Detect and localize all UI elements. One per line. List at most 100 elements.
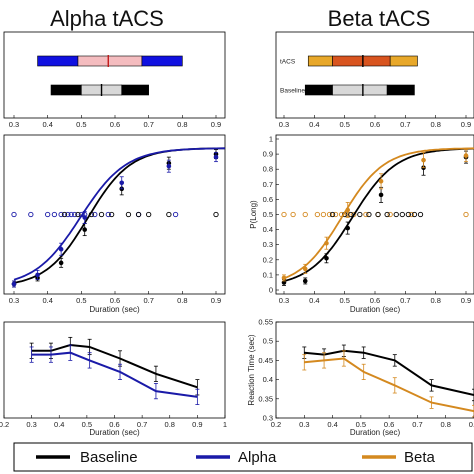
beta-plong-threshold-dot-baseline (329, 211, 336, 218)
alpha-rt-xtick-label: 1 (223, 420, 227, 429)
legend-label-beta: Beta (404, 449, 436, 466)
beta-plong-data-point-beta (421, 157, 426, 163)
alpha-plong-xtick-label: 0.8 (177, 296, 187, 305)
beta-rt-line-baseline (304, 349, 474, 396)
beta-plong-data-point-beta (324, 240, 329, 246)
beta-rt-xtick-label: 0.9 (469, 420, 474, 429)
alpha-plong-data-point-alpha (166, 163, 172, 169)
beta-plong-ylabel: P(Long) (249, 200, 258, 229)
beta-box-xtick-label: 0.6 (370, 120, 380, 129)
beta-box-axes-frame (275, 31, 474, 119)
alpha-box-panel: 0.3 0.4 0.5 0.6 0.7 0.8 0.9 (3, 31, 226, 129)
beta-plong-ytick-label: 0.4 (263, 225, 273, 234)
beta-box-box-left-segment (307, 55, 333, 67)
alpha-box-xtick-label: 0.3 (9, 120, 19, 129)
beta-rt-xtick-label: 0.7 (412, 420, 422, 429)
alpha-plong-threshold-dot-tacs (28, 211, 34, 218)
beta-plong-ytick-label: 0.5 (263, 210, 273, 219)
beta-plong-ytick-label: 0.8 (263, 165, 273, 174)
beta-plong-data-point-baseline (302, 278, 308, 284)
beta-plong-fit-curve-beta (283, 147, 474, 280)
beta-box-xtick-label: 0.4 (309, 120, 319, 129)
beta-rt-xtick-label: 0.6 (384, 420, 394, 429)
alpha-plong-threshold-dot-baseline (61, 211, 68, 218)
alpha-plong-threshold-dot-baseline (108, 211, 115, 218)
alpha-plong-threshold-dot-baseline (75, 211, 81, 218)
beta-plong-data-point-beta (281, 275, 287, 281)
beta-box-row-label: tACS (280, 59, 296, 66)
beta-plong-threshold-dot-baseline (411, 211, 418, 218)
alpha-plong-threshold-dot-tacs (11, 211, 17, 218)
alpha-plong-threshold-dot-baseline (213, 211, 219, 218)
beta-plong-fit-curve-baseline (283, 147, 474, 282)
alpha-plong-threshold-dot-baseline (125, 211, 132, 218)
beta-plong-ytick-label: 0.2 (263, 255, 273, 264)
alpha-box-xtick-label: 0.5 (76, 120, 86, 129)
beta-plong-ytick-label: 0.6 (263, 195, 273, 204)
beta-rt-xtick-label: 0.5 (356, 420, 366, 429)
alpha-plong-data-point-alpha (35, 272, 40, 278)
alpha-rt-xtick-label: 0.4 (54, 420, 64, 429)
beta-box-panel: tACS Baseline 0.3 0.4 0.5 0.6 0.7 0.8 0.9 (275, 31, 474, 129)
beta-plong-threshold-dot-tacs (463, 211, 469, 218)
beta-box-row-label: Baseline (280, 88, 305, 95)
alpha-plong-threshold-dot-baseline (166, 211, 172, 218)
beta-plong-threshold-dot-baseline (384, 211, 390, 218)
alpha-plong-threshold-dot-tacs (65, 211, 71, 218)
beta-rt-ytick-label: 0.35 (258, 394, 273, 403)
beta-rt-xtick-label: 0.4 (327, 420, 337, 429)
beta-rt-ytick-label: 0.55 (258, 318, 273, 327)
alpha-plong-threshold-dot-tacs (68, 211, 74, 218)
beta-plong-threshold-dot-tacs (326, 211, 333, 218)
beta-box-xtick-label: 0.3 (279, 120, 289, 129)
beta-plong-xtick-label: 0.9 (461, 296, 471, 305)
beta-plong-threshold-dot-tacs (363, 211, 369, 218)
alpha-box-box-left-segment (50, 84, 82, 96)
alpha-plong-threshold-dot-tacs (92, 211, 98, 218)
alpha-rt-xtick-label: 0.5 (82, 420, 92, 429)
beta-rt-xlabel: Duration (sec) (350, 428, 401, 437)
alpha-box-xtick-label: 0.6 (110, 120, 120, 129)
alpha-rt-xtick-label: 0.2 (0, 420, 9, 429)
alpha-plong-data-point-alpha (213, 154, 219, 160)
beta-plong-threshold-dot-tacs (332, 211, 339, 218)
beta-plong-xtick-label: 0.6 (370, 296, 380, 305)
alpha-plong-threshold-dot-tacs (58, 211, 64, 218)
beta-rt-xtick-label: 0.8 (440, 420, 450, 429)
alpha-plong-data-point-alpha (58, 246, 64, 252)
alpha-rt-xtick-label: 0.3 (26, 420, 36, 429)
alpha-plong-xtick-label: 0.4 (42, 296, 52, 305)
alpha-plong-axes-frame (3, 134, 226, 295)
beta-plong-data-point-beta (463, 153, 469, 158)
alpha-box-xtick-label: 0.8 (177, 120, 187, 129)
beta-plong-ytick-label: 1 (269, 135, 273, 144)
alpha-plong-xtick-label: 0.9 (211, 296, 221, 305)
beta-box-box-left-segment (304, 84, 333, 96)
beta-rt-ytick-label: 0.3 (263, 414, 273, 423)
beta-plong-data-point-baseline (345, 225, 351, 231)
beta-plong-panel: 0.3 0.4 0.5 0.6 0.7 0.8 0.9 0 0.1 0.2 0.3 0.4 0.5 0.6… (249, 135, 474, 314)
beta-title: Beta tACS (328, 6, 431, 31)
beta-rt-axes-frame (275, 321, 474, 419)
beta-rt-xtick-label: 0.2 (271, 420, 281, 429)
alpha-plong-threshold-dot-tacs (71, 211, 78, 218)
beta-plong-threshold-dot-tacs (281, 211, 287, 218)
beta-box-box-iqr (332, 55, 391, 67)
beta-box-xtick-label: 0.5 (339, 120, 349, 129)
alpha-plong-threshold-dot-tacs (105, 211, 111, 218)
beta-rt-ytick-label: 0.45 (258, 356, 273, 365)
alpha-rt-line-baseline (31, 343, 198, 389)
beta-rt-line-beta (304, 357, 474, 413)
beta-plong-ytick-label: 0 (269, 286, 273, 295)
beta-plong-data-point-baseline (324, 255, 329, 261)
alpha-plong-threshold-dot-tacs (172, 211, 179, 218)
alpha-box-box-iqr (77, 55, 143, 67)
beta-box-box-right-segment (386, 84, 415, 96)
beta-plong-threshold-dot-baseline (417, 211, 424, 218)
beta-rt-ylabel: Reaction Time (sec) (247, 334, 256, 405)
beta-rt-panel: 0.20.30.40.50.60.70.80.90.30.350.40.450.… (247, 318, 474, 437)
beta-box-box-iqr (332, 84, 388, 96)
beta-plong-threshold-dot-baseline (366, 211, 372, 218)
alpha-plong-data-point-alpha (119, 180, 125, 186)
alpha-plong-data-point-alpha (11, 281, 17, 287)
